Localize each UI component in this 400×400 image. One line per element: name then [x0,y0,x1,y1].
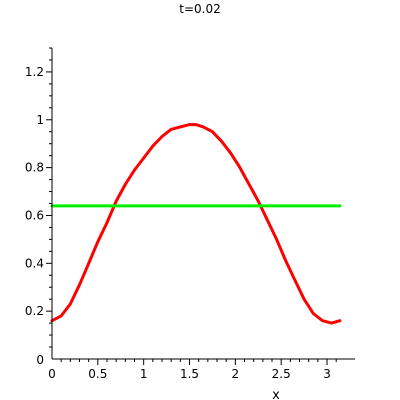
y-tick-label: 1 [36,113,44,127]
x-tick-label: 0.5 [88,367,107,381]
y-tick-label: 1.2 [25,65,44,79]
y-tick-label: 0.8 [25,161,44,175]
x-ticks: 0 0.5 1 1.5 2 2.5 3 [48,359,337,381]
x-axis-label: x [272,388,280,400]
x-tick-label: 2.5 [272,367,291,381]
y-origin-label: 0 [36,353,44,367]
y-tick-label: 0.6 [25,208,44,222]
x-tick-label: 1 [140,367,148,381]
axes [51,48,355,360]
y-ticks: 0.2 0.4 0.6 0.8 1 1.2 [25,47,52,348]
red-curve-series [50,123,342,325]
y-tick-label: 0.2 [25,304,44,318]
x-tick-label: 0 [48,367,56,381]
y-tick-label: 0.4 [25,256,44,270]
x-tick-label: 2 [232,367,240,381]
x-tick-label: 1.5 [180,367,199,381]
plot-series [50,123,342,325]
x-tick-label: 3 [323,367,331,381]
chart-title: t=0.02 [179,2,220,16]
